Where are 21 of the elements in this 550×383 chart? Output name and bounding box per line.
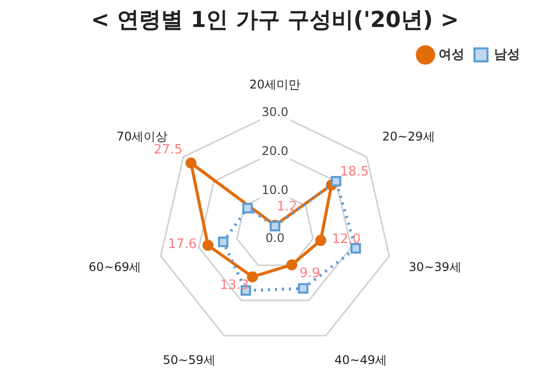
y-tick-label: 10.0 (262, 183, 288, 198)
data-label: 9.9 (300, 266, 320, 281)
data-label: 13.3 (220, 278, 249, 293)
spoke-label: 60~69세 (88, 260, 142, 274)
data-label: 18.5 (340, 164, 369, 180)
legend-label: 여성 (438, 47, 464, 62)
spoke-label: 40~49세 (334, 352, 388, 367)
spoke-label: 70세이상 (116, 129, 168, 144)
data-label: 1.2 (276, 200, 298, 215)
spoke-label: 20세미만 (249, 78, 301, 92)
data-label: 12.0 (332, 232, 361, 247)
y-tick-label: 0.0 (265, 231, 285, 246)
y-tick-label: 30.0 (262, 104, 288, 119)
data-label: 27.5 (154, 142, 183, 158)
legend-label: 남성 (494, 47, 520, 62)
spoke-label: 20~29세 (382, 129, 435, 144)
y-tick-label: 20.0 (262, 144, 288, 158)
data-label: 17.6 (168, 236, 197, 252)
chart-title: < 연령별 1인 가구 구성비('20년) > (91, 8, 459, 33)
spoke-label: 50~59세 (162, 352, 216, 367)
spoke-label: 30~39세 (408, 260, 462, 274)
